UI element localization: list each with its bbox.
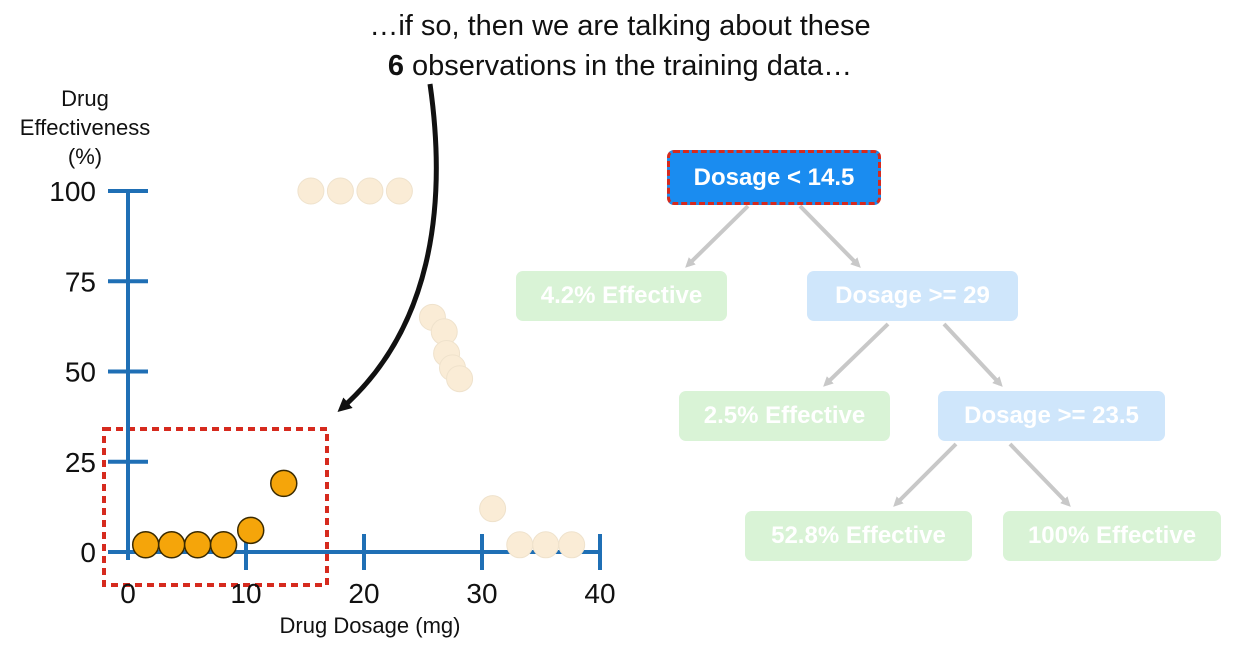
- caption: …if so, then we are talking about these …: [0, 6, 1240, 86]
- edge-root-left: [685, 204, 750, 268]
- edge-split1-right: [942, 322, 1003, 387]
- faded-point-2: [356, 177, 384, 205]
- edge-split2-left: [893, 442, 958, 507]
- highlighted-point-4: [236, 516, 265, 545]
- tree-leaf-2-5: 2.5% Effective: [679, 391, 890, 441]
- faded-point-3: [385, 177, 413, 205]
- y-tick-label-75: 75: [65, 266, 96, 297]
- edge-split2-right: [1008, 442, 1071, 507]
- x-tick-label-0: 0: [120, 578, 136, 609]
- x-tick-label-30: 30: [466, 578, 497, 609]
- tree-root-node: Dosage < 14.5: [667, 150, 881, 205]
- tree-split-dosage-23-5: Dosage >= 23.5: [938, 391, 1165, 441]
- scatter-chart: 0 25 50 75 100 0 10 20 30 40 Drug Effectiveness (%) D…: [20, 86, 616, 638]
- edge-split1-left: [823, 322, 890, 387]
- y-axis-label-line-3: (%): [68, 144, 102, 169]
- y-axis-label-line-1: Drug: [61, 86, 109, 111]
- y-tick-label-50: 50: [65, 357, 96, 388]
- tree-leaf-52-8: 52.8% Effective: [745, 511, 972, 561]
- x-axis-label: Drug Dosage (mg): [280, 613, 461, 638]
- highlighted-point-5: [270, 469, 298, 498]
- y-tick-label-0: 0: [80, 537, 96, 568]
- faded-point-12: [558, 531, 586, 559]
- y-axis-label-line-2: Effectiveness: [20, 115, 150, 140]
- pointer-arrow: [337, 83, 439, 412]
- faded-point-8: [446, 365, 474, 393]
- edge-root-right: [798, 204, 861, 268]
- faded-point-0: [297, 177, 325, 205]
- caption-line-2: 6 observations in the training data…: [0, 46, 1240, 86]
- x-tick-label-40: 40: [584, 578, 615, 609]
- y-tick-label-25: 25: [65, 447, 96, 478]
- caption-line-1: …if so, then we are talking about these: [369, 10, 871, 42]
- tree-leaf-4-2: 4.2% Effective: [516, 271, 727, 321]
- faded-point-9: [479, 495, 507, 523]
- caption-line-2-rest: observations in the training data…: [403, 50, 853, 82]
- x-tick-label-20: 20: [348, 578, 379, 609]
- faded-point-1: [326, 177, 354, 205]
- highlight-box: [102, 427, 329, 587]
- tree-split-dosage-29: Dosage >= 29: [807, 271, 1018, 321]
- x-tick-label-10: 10: [230, 578, 261, 609]
- highlighted-point-3: [209, 531, 238, 559]
- tree-leaf-100: 100% Effective: [1003, 511, 1221, 561]
- y-tick-label-100: 100: [49, 176, 96, 207]
- caption-count: 6: [387, 50, 404, 82]
